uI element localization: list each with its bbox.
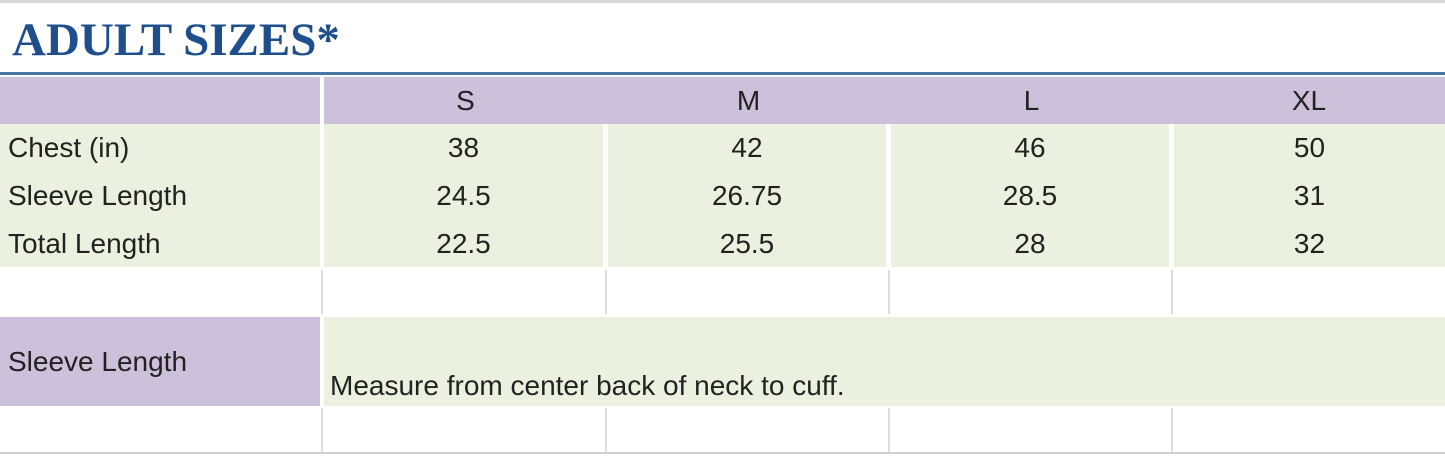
top-border — [0, 0, 1445, 3]
table-cell: 26.75 — [608, 172, 886, 220]
grid-line — [321, 408, 323, 452]
table-cell: 28 — [891, 220, 1169, 267]
grid-line — [888, 408, 890, 452]
table-cell: 28.5 — [891, 172, 1169, 220]
note-label: Sleeve Length — [0, 317, 320, 406]
row-label: Chest (in) — [0, 124, 320, 172]
bottom-border — [0, 452, 1445, 454]
table-cell: 42 — [608, 124, 886, 172]
table-cell: 46 — [891, 124, 1169, 172]
grid-line — [888, 270, 890, 314]
table-cell: 38 — [324, 124, 603, 172]
column-header-s: S — [456, 84, 475, 116]
grid-line — [321, 270, 323, 314]
column-header-xl: XL — [1291, 84, 1327, 116]
title-underline — [0, 72, 1445, 75]
row-label: Total Length — [0, 220, 320, 267]
grid-line — [1171, 270, 1173, 314]
header-corner-cell — [0, 77, 320, 124]
grid-line — [605, 408, 607, 452]
column-header-l: L — [1023, 84, 1040, 116]
row-label: Sleeve Length — [0, 172, 320, 220]
table-cell: 24.5 — [324, 172, 603, 220]
table-cell: 25.5 — [608, 220, 886, 267]
table-cell: 22.5 — [324, 220, 603, 267]
table-cell: 50 — [1174, 124, 1445, 172]
grid-line — [1171, 408, 1173, 452]
header-row: S M L XL — [324, 77, 1445, 124]
table-cell: 32 — [1174, 220, 1445, 267]
grid-line — [605, 270, 607, 314]
note-text: Measure from center back of neck to cuff… — [324, 317, 1445, 406]
table-cell: 31 — [1174, 172, 1445, 220]
page-title: ADULT SIZES* — [12, 14, 340, 66]
column-header-m: M — [736, 84, 761, 116]
